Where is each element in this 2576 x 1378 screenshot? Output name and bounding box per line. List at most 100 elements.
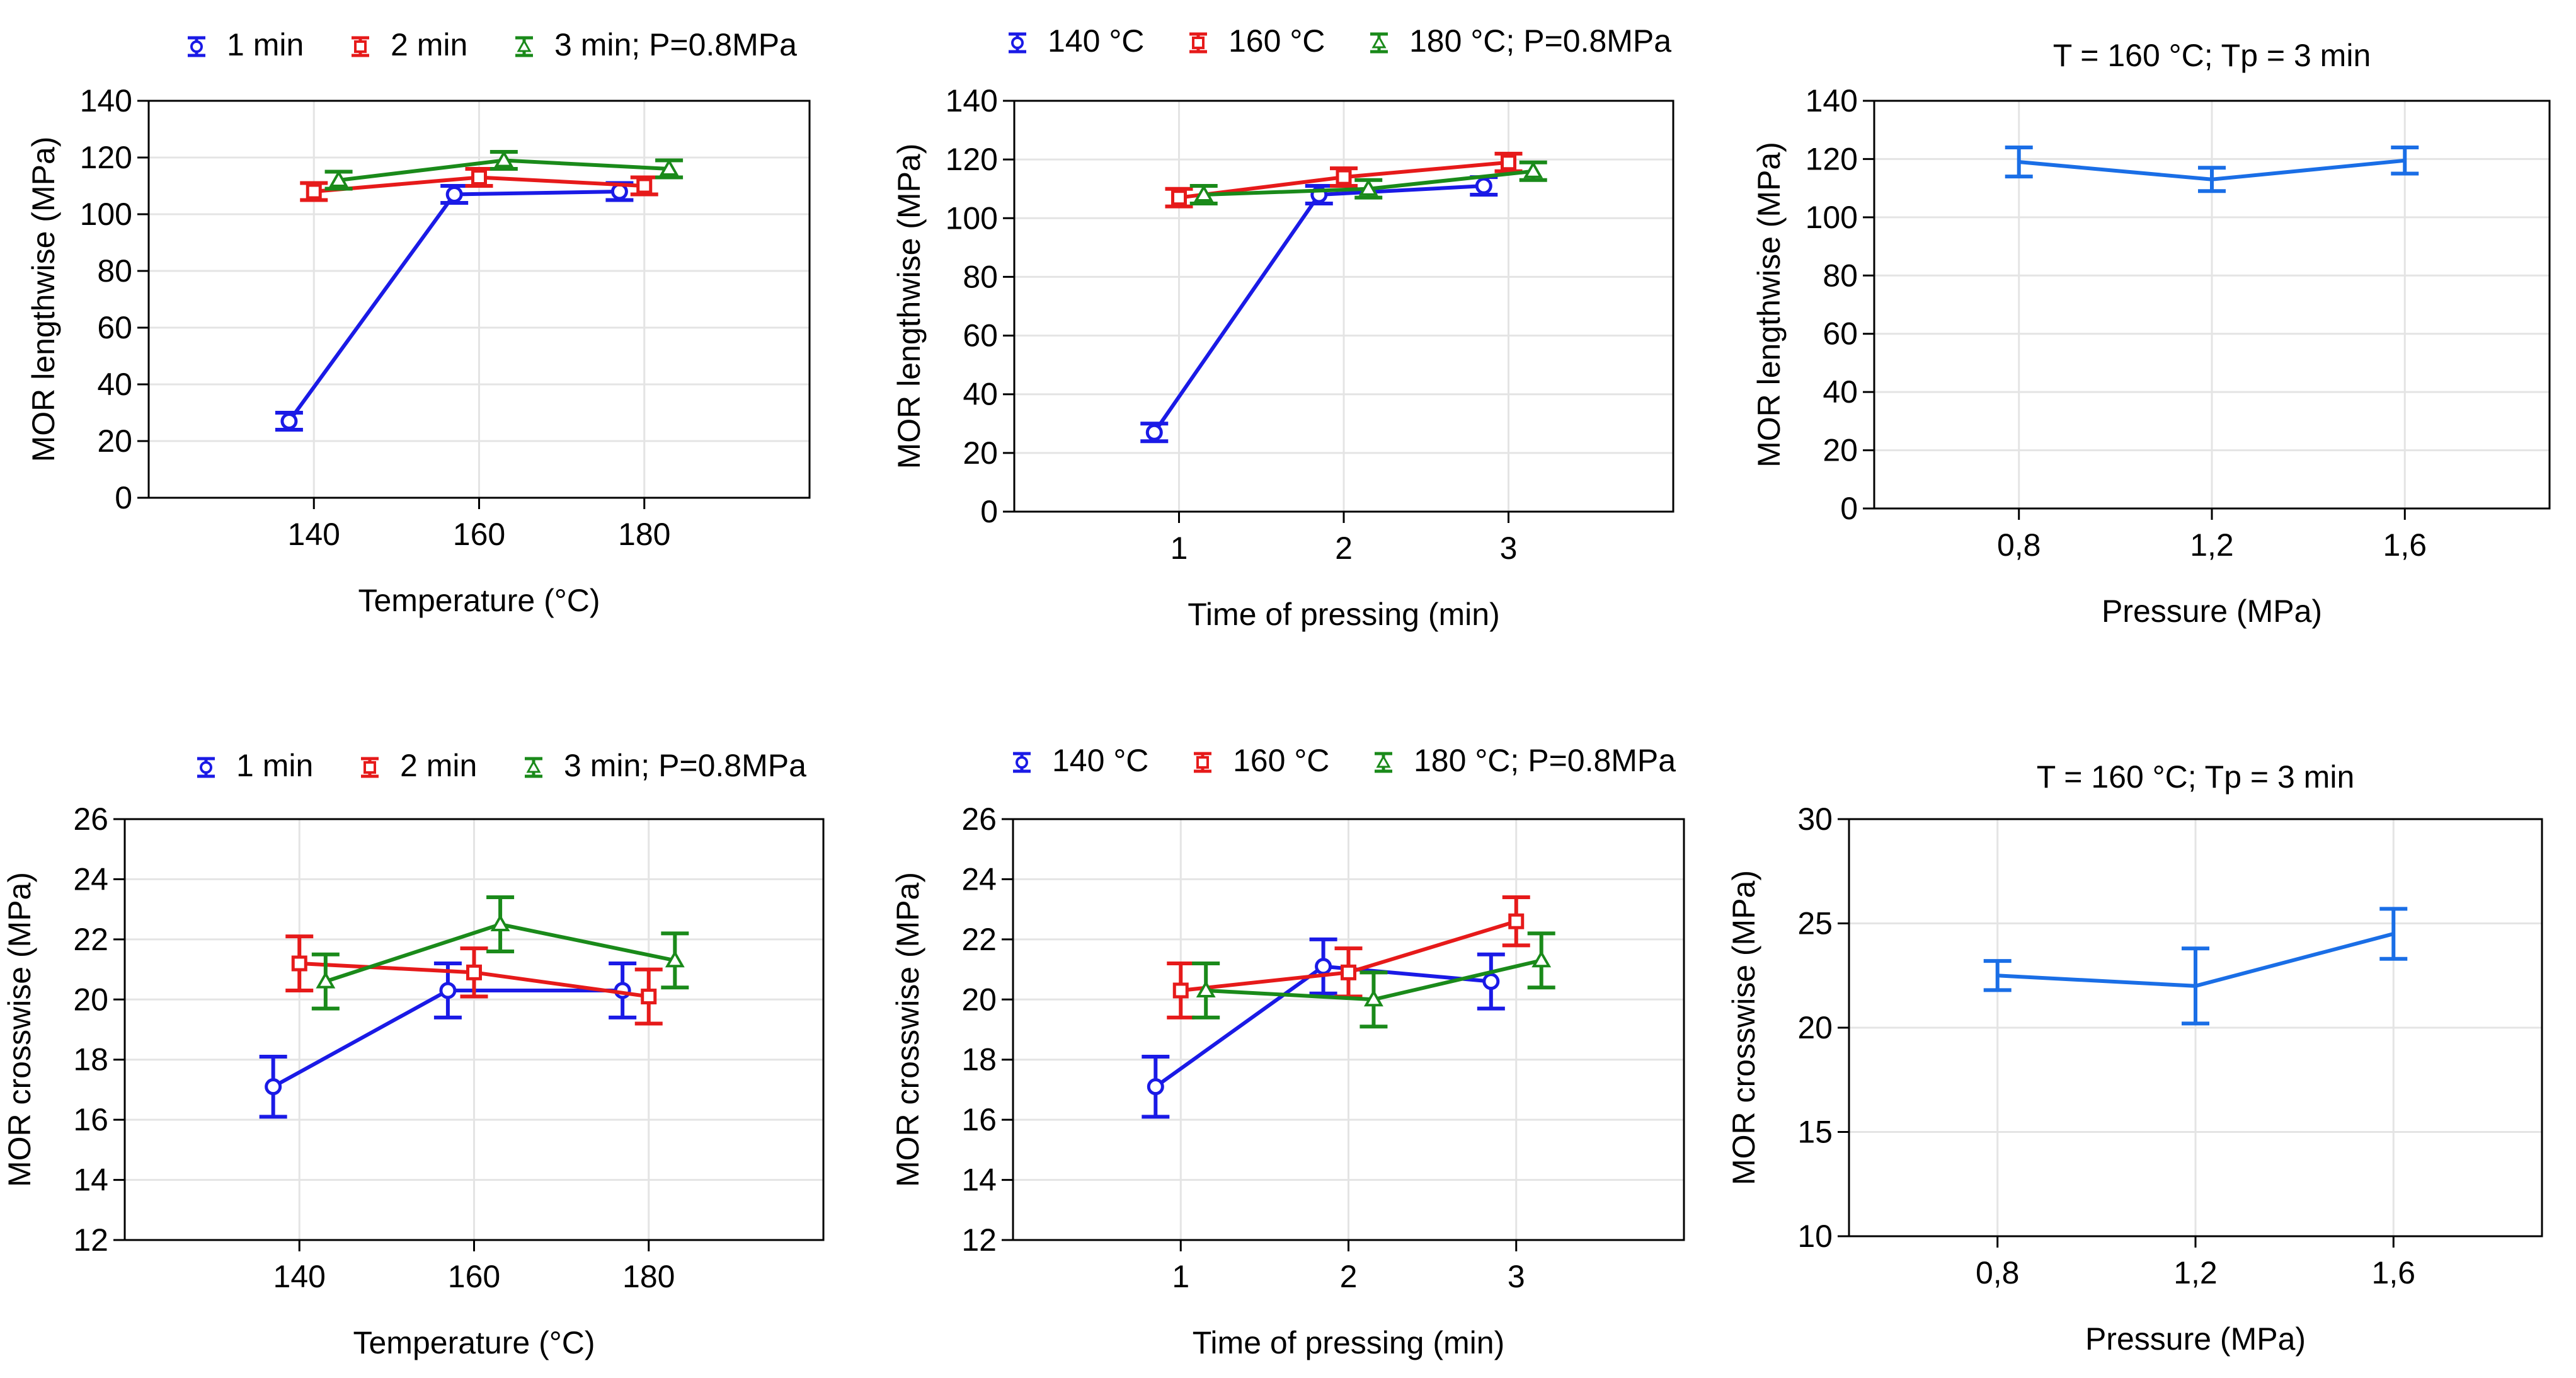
legend-suffix: P=0.8MPa [1523, 23, 1671, 59]
data-point [1171, 190, 1187, 206]
y-tick-label: 20 [97, 423, 132, 459]
series-180 °C [1192, 931, 1555, 1029]
series-2 min [300, 167, 658, 202]
legend-separator: ; [1506, 23, 1523, 59]
legend-marker [1371, 35, 1387, 49]
data-point [1501, 154, 1516, 171]
chart-panel-top-pressure: 0 20 40 60 80 100 120 140 0,8 1,2 1,6 Pressure (MPa… [1751, 38, 2551, 629]
y-axis-title: MOR lengthwise (MPa) [1751, 142, 1787, 468]
legend-label: 140 °C [1052, 743, 1148, 778]
data-point [1475, 177, 1492, 195]
series-2 min [285, 934, 663, 1026]
x-axis-title: Pressure (MPa) [2102, 594, 2322, 629]
data-point [280, 413, 298, 430]
data-point [641, 989, 657, 1005]
legend-label: 180 °C; P=0.8MPa [1414, 743, 1676, 778]
data-point [291, 955, 307, 972]
legend-label: 3 min; P=0.8MPa [564, 748, 806, 783]
data-point [466, 964, 482, 980]
legend-marker [364, 761, 376, 774]
x-axis-title: Time of pressing (min) [1193, 1325, 1504, 1360]
x-tick-label: 1 [1172, 1259, 1189, 1294]
y-tick-label: 60 [963, 318, 998, 353]
legend-series-name: 180 °C [1414, 743, 1510, 778]
y-tick-label: 22 [961, 922, 997, 957]
y-axis-title: MOR crosswise (MPa) [1726, 870, 1761, 1185]
data-point [265, 1078, 282, 1096]
x-axis-title: Pressure (MPa) [2085, 1321, 2306, 1357]
y-axis-title: MOR crosswise (MPa) [2, 872, 37, 1187]
x-tick-label: 160 [448, 1259, 500, 1294]
series-3 min [311, 895, 689, 1011]
data-point [1194, 184, 1214, 202]
x-tick-label: 1,6 [2372, 1255, 2416, 1290]
chart-panel-top-temperature: 0 20 40 60 80 100 120 140 140 160 180 Temperature (… [26, 27, 811, 618]
y-tick-label: 16 [73, 1102, 108, 1137]
legend-suffix: P=0.8MPa [1528, 743, 1676, 778]
y-tick-label: 15 [1797, 1115, 1833, 1150]
data-point [494, 150, 514, 168]
y-tick-label: 80 [963, 259, 998, 294]
legend-marker [517, 38, 532, 52]
data-point [665, 950, 685, 968]
legend-marker [1196, 756, 1209, 769]
legend-marker [354, 40, 367, 53]
series-160 °C [1165, 151, 1523, 209]
data-point [636, 178, 653, 194]
y-tick-label: 18 [961, 1042, 997, 1077]
legend-marker [526, 759, 541, 773]
data-point [1341, 964, 1356, 980]
x-tick-label: 1,6 [2383, 527, 2427, 563]
data-point [1172, 982, 1189, 999]
legend-series-name: 3 min [554, 27, 631, 62]
data-point [1315, 958, 1332, 975]
legend-marker [200, 761, 212, 774]
series-3 min [324, 150, 684, 191]
series-140 °C [1140, 175, 1498, 444]
legend-label: 160 °C [1228, 23, 1325, 59]
x-tick-label: 3 [1500, 531, 1518, 566]
chart-panel-bottom-pressure: 10 15 20 25 30 0,8 1,2 1,6 Pressure (MPa) MOR cro… [1726, 759, 2543, 1357]
y-tick-label: 140 [80, 83, 132, 118]
x-axis-title: Time of pressing (min) [1188, 597, 1499, 632]
legend-suffix: P=0.8MPa [649, 27, 797, 62]
chart-title: T = 160 °C; Tp = 3 min [2037, 759, 2355, 795]
y-tick-label: 26 [73, 801, 108, 837]
x-tick-label: 0,8 [1976, 1255, 2020, 1290]
y-tick-label: 0 [980, 494, 998, 529]
legend-label: 1 min [227, 27, 304, 62]
legend: 1 min 2 min 3 min; P=0.8MPa [197, 748, 806, 783]
y-tick-label: 140 [946, 83, 998, 118]
data-point [1482, 973, 1500, 990]
y-tick-label: 60 [1823, 316, 1858, 352]
series-140 °C [1142, 937, 1505, 1119]
data-point [439, 982, 457, 999]
y-tick-label: 22 [73, 922, 108, 957]
y-tick-label: 0 [115, 480, 132, 515]
legend: 140 °C 160 °C 180 °C; P=0.8MPa [1013, 743, 1676, 778]
series-1 min [275, 181, 634, 432]
y-tick-label: 14 [961, 1163, 997, 1198]
x-tick-label: 2 [1340, 1259, 1358, 1294]
x-tick-label: 1,2 [2190, 527, 2234, 563]
legend-label: 3 min; P=0.8MPa [554, 27, 797, 62]
data-point [1531, 950, 1552, 968]
y-tick-label: 100 [80, 197, 132, 232]
y-tick-label: 40 [97, 367, 132, 402]
y-tick-label: 26 [961, 801, 997, 837]
x-tick-label: 180 [618, 517, 670, 552]
y-tick-label: 12 [73, 1222, 108, 1258]
data-point [1145, 423, 1163, 441]
y-tick-label: 40 [963, 377, 998, 412]
legend-label: 160 °C [1233, 743, 1329, 778]
legend-series-name: 180 °C [1409, 23, 1506, 59]
data-point [1363, 989, 1383, 1007]
y-tick-label: 120 [1806, 141, 1858, 176]
chart-title: T = 160 °C; Tp = 3 min [2053, 38, 2371, 73]
data-point [1196, 980, 1216, 997]
y-tick-label: 40 [1823, 374, 1858, 410]
y-axis-title: MOR lengthwise (MPa) [26, 137, 61, 462]
y-tick-label: 100 [946, 200, 998, 236]
legend-marker [1376, 754, 1391, 768]
